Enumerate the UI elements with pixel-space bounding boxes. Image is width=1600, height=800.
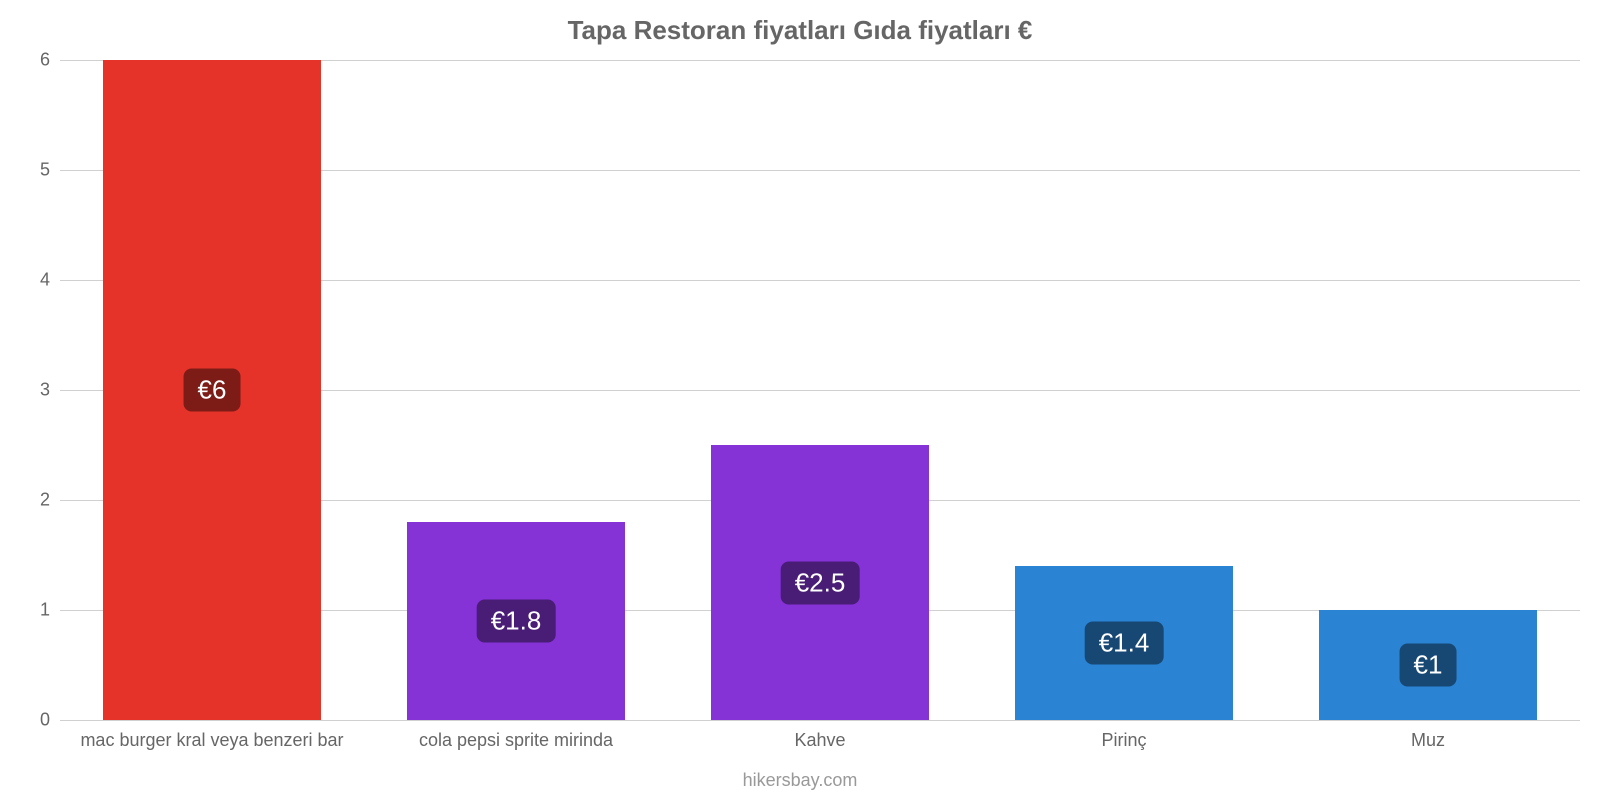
y-tick-label: 4 [40, 270, 60, 291]
x-axis-label: mac burger kral veya benzeri bar [60, 720, 364, 751]
chart-footer: hikersbay.com [0, 770, 1600, 791]
bar-value-label: €6 [184, 369, 241, 412]
chart-title: Tapa Restoran fiyatları Gıda fiyatları € [0, 15, 1600, 46]
bar-value-label: €1 [1400, 644, 1457, 687]
bar-value-label: €2.5 [781, 561, 860, 604]
bar-slot: €1 [1276, 60, 1580, 720]
x-axis-labels: mac burger kral veya benzeri barcola pep… [60, 720, 1580, 751]
y-tick-label: 2 [40, 490, 60, 511]
x-axis-label: Kahve [668, 720, 972, 751]
bars-group: €6 €1.8 €2.5 €1.4 €1 [60, 60, 1580, 720]
bar-slot: €6 [60, 60, 364, 720]
y-tick-label: 1 [40, 600, 60, 621]
y-tick-label: 3 [40, 380, 60, 401]
y-tick-label: 5 [40, 160, 60, 181]
x-axis-label: Pirinç [972, 720, 1276, 751]
y-tick-label: 0 [40, 710, 60, 731]
bar-slot: €1.8 [364, 60, 668, 720]
x-axis-label: cola pepsi sprite mirinda [364, 720, 668, 751]
plot-area: 0123456 €6€1.8€2.5€1.4€1 mac burger kral… [60, 60, 1580, 720]
chart-container: Tapa Restoran fiyatları Gıda fiyatları €… [0, 0, 1600, 800]
bar-slot: €1.4 [972, 60, 1276, 720]
x-axis-label: Muz [1276, 720, 1580, 751]
bar-value-label: €1.8 [477, 600, 556, 643]
bar-slot: €2.5 [668, 60, 972, 720]
y-tick-label: 6 [40, 50, 60, 71]
bar-value-label: €1.4 [1085, 622, 1164, 665]
